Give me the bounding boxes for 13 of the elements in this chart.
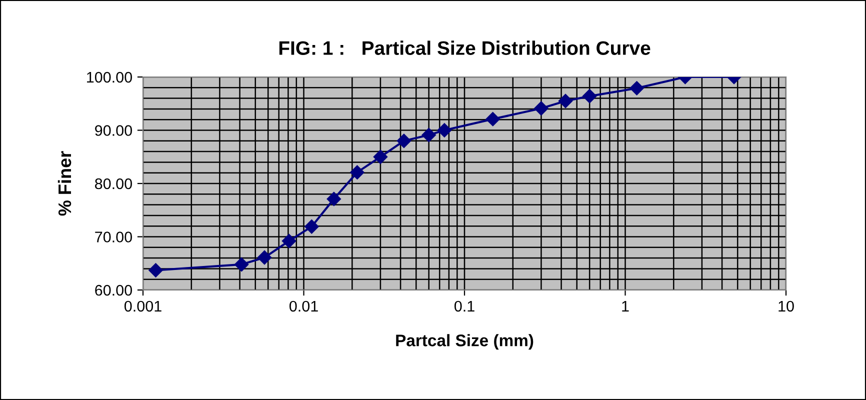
y-axis-title: % Finer bbox=[58, 151, 72, 216]
y-tick-label: 90.00 bbox=[95, 125, 132, 136]
x-tick-label: 10 bbox=[778, 300, 794, 312]
y-tick-label: 80.00 bbox=[95, 178, 132, 190]
chart-title: FIG: 1 : Partical Size Distribution Curve bbox=[279, 40, 650, 55]
x-tick-label: 0.1 bbox=[454, 300, 474, 312]
x-axis-title: Partcal Size (mm) bbox=[396, 334, 534, 350]
y-tick-label: 60.00 bbox=[95, 284, 132, 296]
x-tick-label: 0.01 bbox=[289, 300, 318, 312]
y-tick-label: 100.00 bbox=[87, 72, 132, 83]
y-tick-label: 70.00 bbox=[95, 232, 132, 242]
x-tick-label: 1 bbox=[622, 300, 629, 312]
x-tick-label: 0.001 bbox=[124, 300, 162, 312]
